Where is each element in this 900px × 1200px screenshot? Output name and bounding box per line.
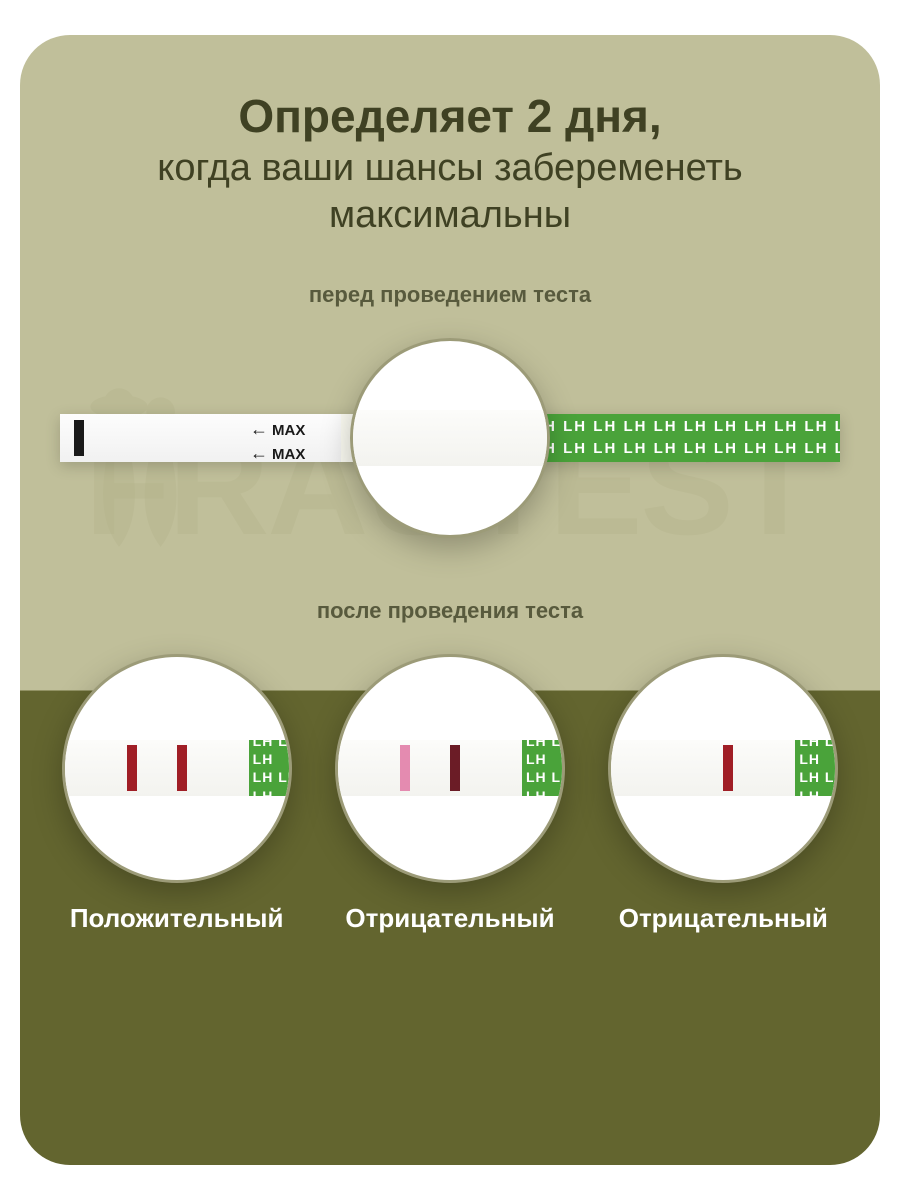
- result-band-2-0: [723, 745, 733, 791]
- max-marker: ←MAX ←MAX: [250, 417, 305, 466]
- strip-green-end-2: LH LH LH LH LH LH: [795, 740, 838, 796]
- lh-text-0: LH LH LH LH LH LH: [249, 740, 292, 796]
- magnifier-before: [350, 338, 550, 538]
- mag-strip-1: LH LH LH LH LH LH: [338, 740, 562, 796]
- mag-strip-2: LH LH LH LH LH LH: [611, 740, 835, 796]
- lh-text-1: LH LH LH LH LH LH: [522, 740, 565, 796]
- result-label-2: Отрицательный: [619, 903, 828, 934]
- result-item-2: LH LH LH LH LH LH Отрицательный: [593, 654, 853, 934]
- magnifier-result-2: LH LH LH LH LH LH: [608, 654, 838, 883]
- headline-line3: максимальны: [20, 192, 880, 240]
- result-item-1: LH LH LH LH LH LH Отрицательный: [320, 654, 580, 934]
- result-band-1-0: [400, 745, 410, 791]
- result-band-0-1: [177, 745, 187, 791]
- headline-block: Определяет 2 дня, когда ваши шансы забер…: [20, 35, 880, 240]
- label-after: после проведения теста: [20, 598, 880, 624]
- strip-before-row: ←MAX ←MAX LH LH LH LH LH LH LH LH LH LH …: [20, 338, 880, 538]
- mag-strip-0: LH LH LH LH LH LH: [65, 740, 289, 796]
- label-before: перед проведением теста: [20, 282, 880, 308]
- magnifier-result-0: LH LH LH LH LH LH: [62, 654, 292, 883]
- magnifier-result-1: LH LH LH LH LH LH: [335, 654, 565, 883]
- infographic-card: Определяет 2 дня, когда ваши шансы забер…: [20, 35, 880, 1165]
- result-item-0: LH LH LH LH LH LH Положительный: [47, 654, 307, 934]
- result-label-1: Отрицательный: [345, 903, 554, 934]
- result-band-0-0: [127, 745, 137, 791]
- max-text-2: MAX: [272, 446, 305, 463]
- headline-line1: Определяет 2 дня,: [20, 90, 880, 143]
- result-label-0: Положительный: [70, 903, 284, 934]
- mag-strip-blank: [353, 410, 547, 466]
- results-row: LH LH LH LH LH LH ПоложительныйLH LH LH …: [20, 654, 880, 934]
- headline-line2: когда ваши шансы забеременеть: [20, 145, 880, 193]
- strip-green-end-0: LH LH LH LH LH LH: [249, 740, 292, 796]
- result-band-1-1: [450, 745, 460, 791]
- strip-handle: ←MAX ←MAX: [60, 414, 341, 462]
- max-text-1: MAX: [272, 422, 305, 439]
- strip-green-end-1: LH LH LH LH LH LH: [522, 740, 565, 796]
- lh-text-2: LH LH LH LH LH LH: [795, 740, 838, 796]
